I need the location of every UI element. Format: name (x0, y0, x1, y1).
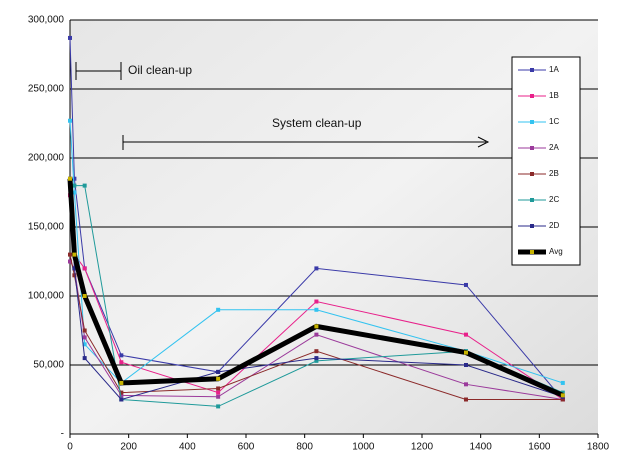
point (314, 333, 318, 337)
legend-marker (530, 224, 534, 228)
chart: Oil clean-up System clean-up - 50,000 100,… (0, 0, 621, 460)
x-tick-label: 600 (238, 442, 255, 453)
point (119, 398, 123, 402)
point (216, 308, 220, 312)
y-tick-label: 100,000 (28, 291, 65, 302)
point (83, 329, 87, 333)
point (72, 253, 76, 257)
point (464, 333, 468, 337)
point (314, 308, 318, 312)
point (464, 382, 468, 386)
legend-label: Avg (549, 247, 563, 256)
legend-label: 2C (549, 195, 559, 204)
y-tick-label: 300,000 (28, 15, 65, 26)
point (314, 356, 318, 360)
point (68, 253, 72, 257)
legend-label: 2A (549, 143, 559, 152)
y-tick-label: 250,000 (28, 84, 65, 95)
legend-marker (530, 68, 534, 72)
point (119, 360, 123, 364)
point (68, 119, 72, 123)
y-tick-label: 50,000 (33, 360, 64, 371)
point (561, 393, 565, 397)
legend-label: 1C (549, 117, 559, 126)
legend-box (512, 57, 580, 265)
point (83, 294, 87, 298)
legend-label: 2D (549, 221, 559, 230)
x-tick-label: 0 (67, 442, 73, 453)
x-tick-label: 1000 (352, 442, 375, 453)
point (314, 349, 318, 353)
point (216, 386, 220, 390)
x-tick-label: 1600 (528, 442, 551, 453)
x-tick-label: 1400 (470, 442, 493, 453)
point (68, 36, 72, 40)
legend-label: 1B (549, 91, 559, 100)
legend-marker (530, 120, 534, 124)
legend-marker (530, 146, 534, 150)
point (314, 266, 318, 270)
point (561, 381, 565, 385)
x-tick-label: 200 (120, 442, 137, 453)
point (464, 398, 468, 402)
annotation: System clean-up (272, 116, 362, 130)
legend-label: 2B (549, 169, 559, 178)
point (216, 391, 220, 395)
point (83, 356, 87, 360)
point (119, 353, 123, 357)
x-tick-label: 1800 (587, 442, 610, 453)
point (464, 363, 468, 367)
y-tick-label: 200,000 (28, 153, 65, 164)
point (314, 300, 318, 304)
point (83, 266, 87, 270)
legend-marker (530, 250, 534, 254)
y-tick-label: - (61, 429, 64, 440)
point (72, 184, 76, 188)
point (68, 177, 72, 181)
point (119, 381, 123, 385)
point (314, 324, 318, 328)
point (216, 395, 220, 399)
y-tick-label: 150,000 (28, 222, 65, 233)
point (216, 370, 220, 374)
x-tick-label: 800 (296, 442, 313, 453)
legend-marker (530, 198, 534, 202)
point (216, 377, 220, 381)
legend-marker (530, 94, 534, 98)
x-tick-label: 400 (179, 442, 196, 453)
legend-marker (530, 172, 534, 176)
x-tick-label: 1200 (411, 442, 434, 453)
point (216, 404, 220, 408)
annotation: Oil clean-up (128, 63, 192, 77)
point (83, 335, 87, 339)
point (83, 184, 87, 188)
point (464, 283, 468, 287)
legend-label: 1A (549, 65, 559, 74)
point (464, 351, 468, 355)
